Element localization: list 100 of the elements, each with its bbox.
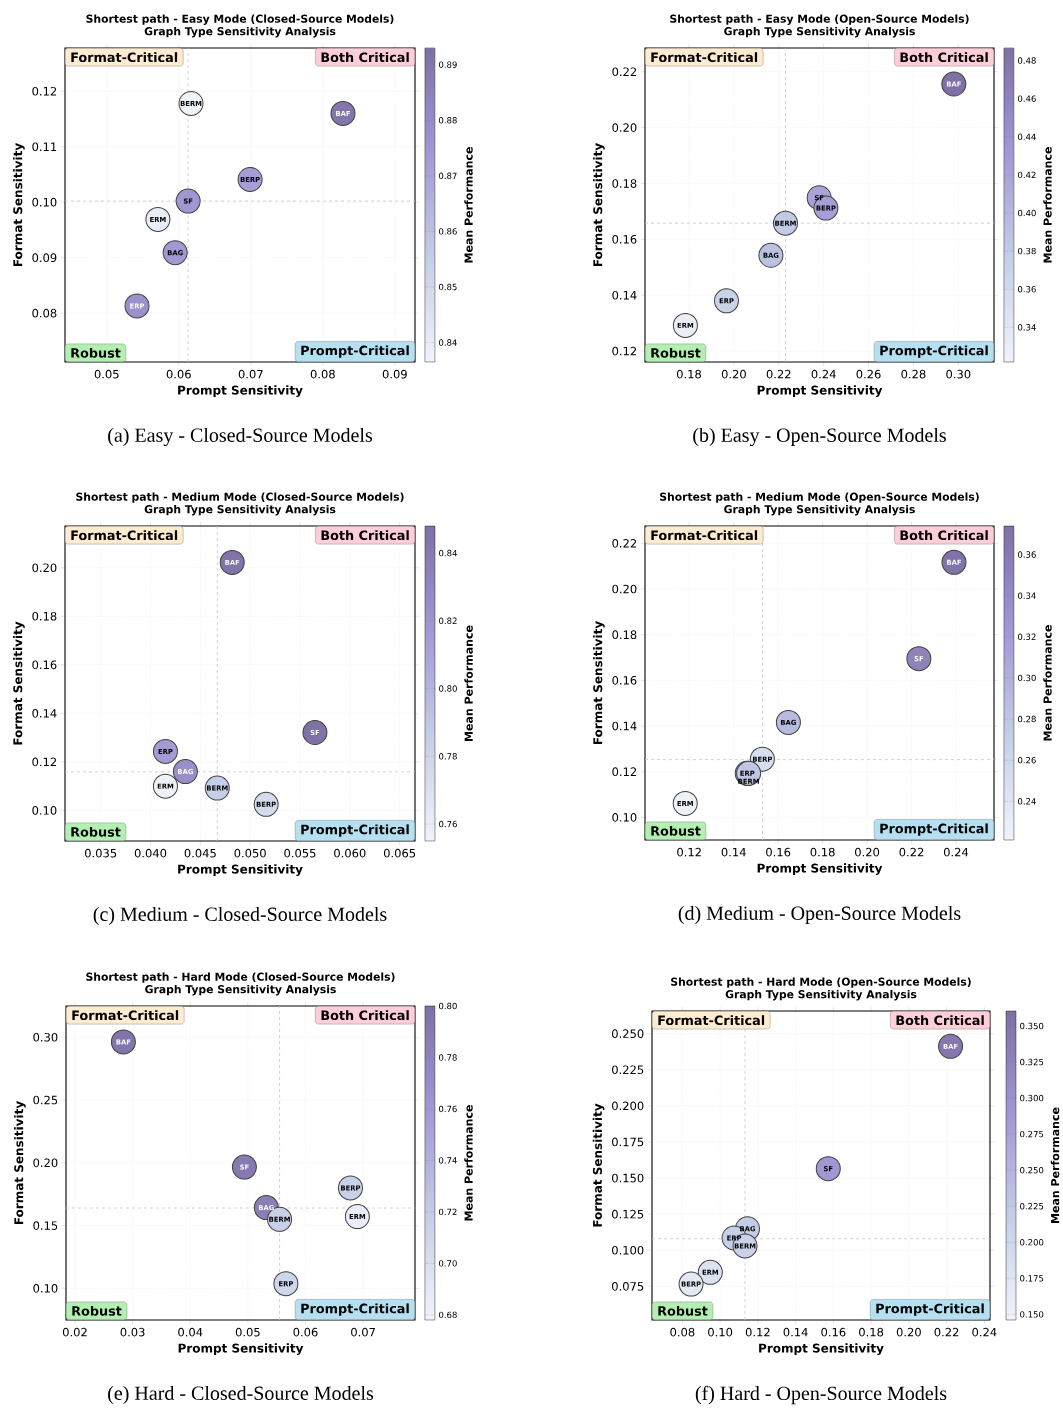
color-bar-label: 0.28 [1018,715,1036,723]
x-tick-label: 0.08 [670,1327,695,1337]
y-tick-label: 0.22 [612,67,637,77]
y-tick-label: 0.08 [32,308,57,318]
y-tick-label: 0.14 [612,290,637,300]
annotation: Format-Critical [72,1010,179,1021]
color-bar-title: Mean Performance [1043,147,1052,263]
y-tick-label: 0.225 [612,1065,644,1075]
color-bar-label: 0.86 [439,228,458,235]
x-tick-label: 0.08 [310,369,336,379]
chart-title: Shortest path - Medium Mode (Closed-Source Models) [76,492,404,503]
x-tick-label: 0.02 [63,1327,87,1337]
chart-title: Shortest path - Hard Mode (Open-Source Models) [671,977,971,988]
color-bar-label: 0.300 [1020,1094,1044,1102]
x-tick-label: 0.24 [811,369,836,379]
y-tick-label: 0.16 [612,676,637,685]
y-tick-label: 0.10 [32,197,57,207]
point [232,1154,258,1180]
annotation: Format-Critical [658,1015,765,1026]
y-axis-title: Format Sensitivity [13,621,25,745]
y-tick-label: 0.12 [32,86,57,96]
x-tick-label: 0.16 [766,847,791,857]
color-bar-title: Mean Performance [464,147,473,263]
text: (a) Easy - Closed-Source Models [108,427,373,447]
x-tick-label: 0.14 [783,1327,808,1337]
y-tick-label: 0.100 [612,1245,644,1255]
annotation: Prompt-Critical [301,1303,409,1316]
annotation: Robust [658,1305,708,1316]
x-tick-label: 0.09 [382,369,408,379]
point [302,720,328,746]
x-axis-title: Prompt Sensitivity [178,1343,304,1356]
x-tick-label: 0.22 [766,369,791,379]
annotation: Both Critical [896,1015,984,1026]
x-tick-label: 0.05 [94,369,119,379]
color-bar-label: 0.78 [439,753,458,760]
x-tick-label: 0.24 [944,847,969,857]
color-bar-label: 0.68 [439,1311,457,1319]
chart-subtitle: Graph Type Sensitivity Analysis [144,26,336,38]
x-tick-label: 0.03 [120,1327,145,1337]
color-bar-label: 0.70 [439,1260,457,1267]
x-tick-label: 0.22 [934,1327,959,1337]
color-bar-label: 0.76 [439,820,458,828]
y-tick-label: 0.15 [33,1221,58,1230]
x-tick-label: 0.07 [238,369,263,379]
color-bar-label: 0.89 [439,61,457,68]
point [906,646,932,672]
color-bar-label: 0.84 [439,339,458,346]
x-tick-label: 0.060 [334,848,366,858]
color-bar-title: Mean Performance [464,1105,473,1221]
x-tick-label: 0.30 [946,369,971,379]
y-tick-label: 0.10 [33,1284,58,1293]
color-bar-label: 0.74 [439,1157,458,1164]
x-tick-label: 0.12 [677,847,702,857]
color-bar-label: 0.350 [1020,1022,1044,1030]
x-tick-label: 0.24 [972,1327,997,1337]
annotation: Format-Critical [651,52,758,63]
y-tick-label: 0.150 [612,1173,644,1183]
x-tick-label: 0.22 [899,847,924,857]
x-tick-label: 0.07 [351,1327,376,1337]
y-tick-label: 0.14 [612,721,637,731]
color-bar-label: 0.30 [1018,674,1036,682]
annotation: Robust [651,825,701,836]
x-axis-title: Prompt Sensitivity [757,385,883,398]
x-tick-label: 0.10 [708,1327,733,1337]
annotation: Robust [71,826,121,837]
x-tick-label: 0.040 [135,848,167,858]
y-tick-label: 0.200 [612,1101,644,1111]
chart-subtitle: Graph Type Sensitivity Analysis [144,504,336,516]
annotation: Robust [72,1305,122,1316]
y-axis-title: Format Sensitivity [592,1103,605,1227]
x-tick-label: 0.06 [166,369,192,379]
annotation: Prompt-Critical [876,1303,984,1316]
color-bar-label: 0.36 [1018,286,1037,293]
color-bar-label: 0.34 [1018,592,1037,599]
y-tick-label: 0.075 [612,1282,644,1291]
color-bar-label: 0.88 [439,117,457,124]
point [175,188,201,214]
x-tick-label: 0.05 [236,1327,260,1337]
color-bar-label: 0.76 [439,1105,458,1113]
y-tick-label: 0.20 [612,584,637,594]
y-axis-title: Format Sensitivity [593,143,605,267]
y-tick-label: 0.20 [33,1158,58,1168]
color-bar-title: Mean Performance [1043,625,1052,741]
annotation: Prompt-Critical [880,823,988,836]
color-bar-label: 0.275 [1020,1130,1044,1138]
y-axis-title: Format Sensitivity [593,621,605,745]
x-tick-label: 0.045 [184,848,216,858]
y-tick-label: 0.10 [32,806,57,815]
color-bar-label: 0.26 [1018,756,1037,764]
x-tick-label: 0.06 [293,1327,318,1337]
color-bar-label: 0.225 [1020,1203,1044,1210]
annotation: Prompt-Critical [880,345,988,358]
y-tick-label: 0.16 [612,235,637,244]
color-bar-label: 0.34 [1018,324,1037,331]
color-bar-label: 0.82 [439,617,457,625]
y-tick-label: 0.25 [33,1095,58,1105]
color-bar-label: 0.24 [1018,798,1037,805]
y-tick-label: 0.18 [612,630,637,640]
text: (c) Medium - Closed-Source Models [93,906,387,926]
annotation: Both Critical [900,530,988,541]
